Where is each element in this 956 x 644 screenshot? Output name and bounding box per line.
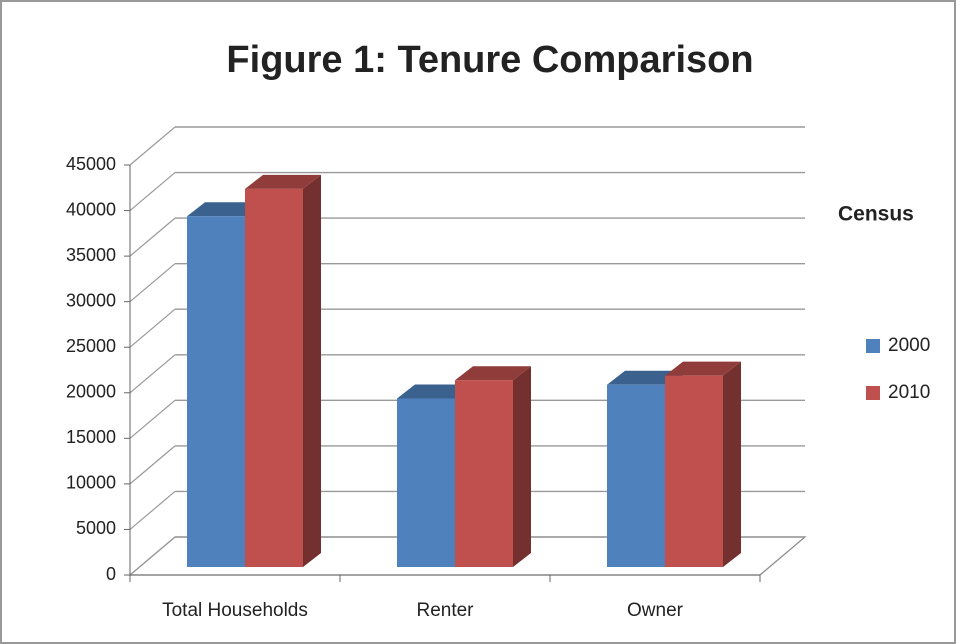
grid-line-side — [129, 536, 176, 576]
grid-line-side — [129, 399, 176, 439]
legend-title: Census — [838, 203, 914, 226]
x-tick-label: Total Households — [162, 600, 308, 621]
y-tick-label: 40000 — [66, 199, 116, 219]
bar-top — [397, 384, 473, 399]
grid-line-side — [129, 490, 176, 530]
y-tick-label: 35000 — [66, 245, 116, 265]
bar-top — [455, 366, 531, 381]
x-tick-label: Owner — [627, 600, 684, 621]
legend-swatch — [866, 386, 880, 400]
y-tick-label: 25000 — [66, 336, 116, 356]
grid-line-side — [129, 354, 176, 394]
bar-side — [723, 361, 741, 567]
bar-side — [303, 174, 321, 567]
grid-line-side — [129, 126, 176, 166]
y-tick-label: 30000 — [66, 290, 116, 310]
grid-line-side — [129, 263, 176, 303]
grid-line-side — [129, 217, 176, 257]
bar — [607, 384, 665, 567]
grid-line-side — [129, 308, 176, 348]
chart-title: Figure 1: Tenure Comparison — [226, 39, 753, 81]
grid-line-side — [129, 445, 176, 485]
y-tick-label: 15000 — [66, 427, 116, 447]
legend-swatch — [866, 339, 880, 353]
bar — [397, 398, 455, 567]
bar-top — [245, 174, 321, 189]
bar — [187, 216, 245, 567]
legend-label: 2000 — [888, 335, 930, 356]
grid-line-side — [129, 172, 176, 212]
bar — [455, 380, 513, 567]
bar-top — [187, 202, 263, 217]
y-tick-label: 5000 — [76, 518, 116, 538]
bar-side — [513, 366, 531, 567]
bar-top — [665, 361, 741, 376]
bar — [665, 375, 723, 567]
y-tick-label: 20000 — [66, 382, 116, 402]
y-tick-label: 10000 — [66, 473, 116, 493]
bar-top — [607, 370, 683, 385]
bar — [245, 188, 303, 567]
y-tick-label: 45000 — [66, 154, 116, 174]
legend-label: 2010 — [888, 382, 930, 403]
x-tick-label: Renter — [416, 600, 474, 621]
y-tick-label: 0 — [106, 564, 116, 584]
